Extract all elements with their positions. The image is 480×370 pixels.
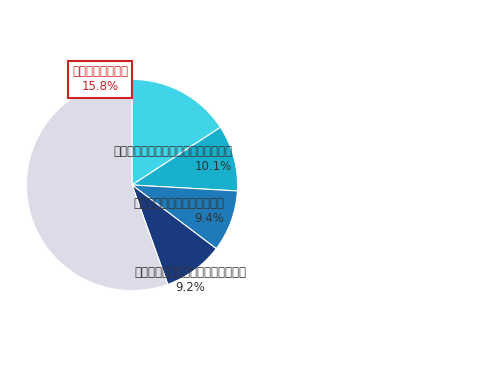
Wedge shape — [132, 185, 216, 285]
Wedge shape — [132, 185, 238, 249]
Wedge shape — [132, 127, 238, 191]
Wedge shape — [132, 80, 220, 185]
Text: 接客態度への不満（カウンセリング）
10.1%: 接客態度への不満（カウンセリング） 10.1% — [113, 145, 232, 172]
Text: 接客態度への不満（照射時）
9.4%: 接客態度への不満（照射時） 9.4% — [133, 198, 225, 225]
Text: 予約がとりにくい
15.8%: 予約がとりにくい 15.8% — [72, 65, 128, 93]
Text: 期待していた効果が得られていない
9.2%: 期待していた効果が得られていない 9.2% — [134, 266, 246, 294]
Wedge shape — [26, 80, 168, 290]
